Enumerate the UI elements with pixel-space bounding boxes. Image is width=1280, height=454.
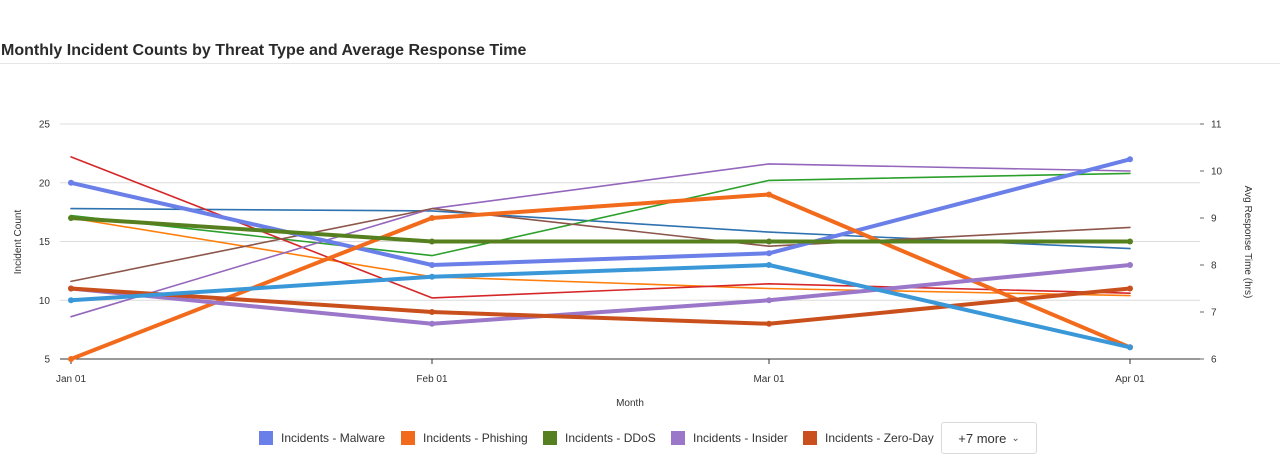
data-point: [1127, 156, 1133, 163]
data-point: [766, 191, 772, 198]
legend-label: Incidents - Insider: [693, 431, 788, 445]
data-point: [429, 262, 435, 268]
legend-swatch: [803, 431, 817, 445]
x-tick-label: Apr 01: [1115, 374, 1145, 385]
y-tick-label: 5: [44, 355, 50, 366]
y2-tick-label: 11: [1211, 120, 1222, 131]
legend-item[interactable]: Incidents - Insider: [671, 430, 788, 446]
y2-tick-label: 7: [1211, 308, 1217, 319]
legend-more-label: +7 more: [958, 430, 1007, 446]
chart-legend: +7 more ⌄ Incidents - Malware Incidents -…: [0, 422, 1280, 454]
series-line-0: [69, 157, 1132, 267]
legend-swatch: [259, 431, 273, 445]
y-axis-title: Incident Count: [13, 210, 24, 275]
chart-header: Monthly Incident Counts by Threat Type a…: [0, 0, 1280, 64]
data-point: [1127, 238, 1133, 245]
y2-tick-label: 6: [1211, 355, 1217, 366]
legend-swatch: [671, 431, 685, 445]
data-point: [429, 215, 435, 221]
data-point: [68, 297, 74, 304]
legend-item[interactable]: Incidents - Zero-Day: [803, 430, 934, 446]
data-point: [429, 309, 435, 315]
series-line-9: [70, 156, 1131, 299]
legend-label: Incidents - Phishing: [423, 431, 528, 445]
legend-label: Incidents - Zero-Day: [825, 431, 934, 445]
data-point: [766, 238, 772, 245]
chevron-down-icon: ⌄: [1011, 432, 1020, 444]
data-point: [766, 250, 772, 257]
chart-title: Monthly Incident Counts by Threat Type a…: [1, 42, 527, 59]
data-point: [68, 215, 74, 221]
data-point: [1127, 285, 1133, 292]
series-line-3: [69, 263, 1132, 326]
legend-label: Incidents - DDoS: [565, 431, 656, 445]
x-tick-label: Mar 01: [753, 374, 785, 385]
series-line-2: [69, 216, 1132, 244]
data-point: [68, 179, 74, 186]
y2-tick-label: 9: [1211, 214, 1217, 225]
y-tick-label: 10: [39, 296, 51, 307]
data-point: [1127, 262, 1133, 268]
x-axis-title: Month: [616, 398, 644, 409]
series-line-10: [70, 163, 1131, 318]
series-line-11: [70, 207, 1131, 283]
legend-item[interactable]: Incidents - DDoS: [543, 430, 656, 446]
series-line-4: [69, 286, 1132, 326]
data-point: [766, 320, 772, 327]
legend-swatch: [401, 431, 415, 445]
data-point: [429, 238, 435, 245]
y2-tick-label: 10: [1211, 167, 1223, 178]
legend-more-button[interactable]: +7 more ⌄: [941, 422, 1037, 454]
series-line-5: [69, 263, 1132, 350]
legend-label: Incidents - Malware: [281, 431, 386, 445]
y-tick-label: 15: [39, 237, 51, 248]
y2-tick-label: 8: [1211, 261, 1217, 272]
data-point: [766, 297, 772, 304]
y-tick-label: 25: [39, 120, 51, 131]
series-line-8: [70, 172, 1131, 257]
series-line-7: [70, 217, 1131, 297]
data-point: [766, 262, 772, 268]
data-point: [68, 285, 74, 292]
x-tick-label: Jan 01: [56, 374, 86, 385]
data-point: [1127, 344, 1133, 351]
legend-item[interactable]: Incidents - Phishing: [401, 430, 528, 446]
y2-axis-title: Avg Response Time (hrs): [1242, 186, 1253, 299]
data-point: [68, 356, 74, 362]
legend-item[interactable]: Incidents - Malware: [259, 430, 385, 446]
legend-swatch: [543, 431, 557, 445]
data-point: [429, 273, 435, 280]
data-point: [429, 320, 435, 327]
x-tick-label: Feb 01: [416, 374, 448, 385]
y-tick-label: 20: [39, 178, 51, 189]
line-chart: 5 10 15 20 25 6 7 8 9 10 11 Jan 01 Feb 01 Mar 01 Apr 0…: [13, 120, 1253, 410]
